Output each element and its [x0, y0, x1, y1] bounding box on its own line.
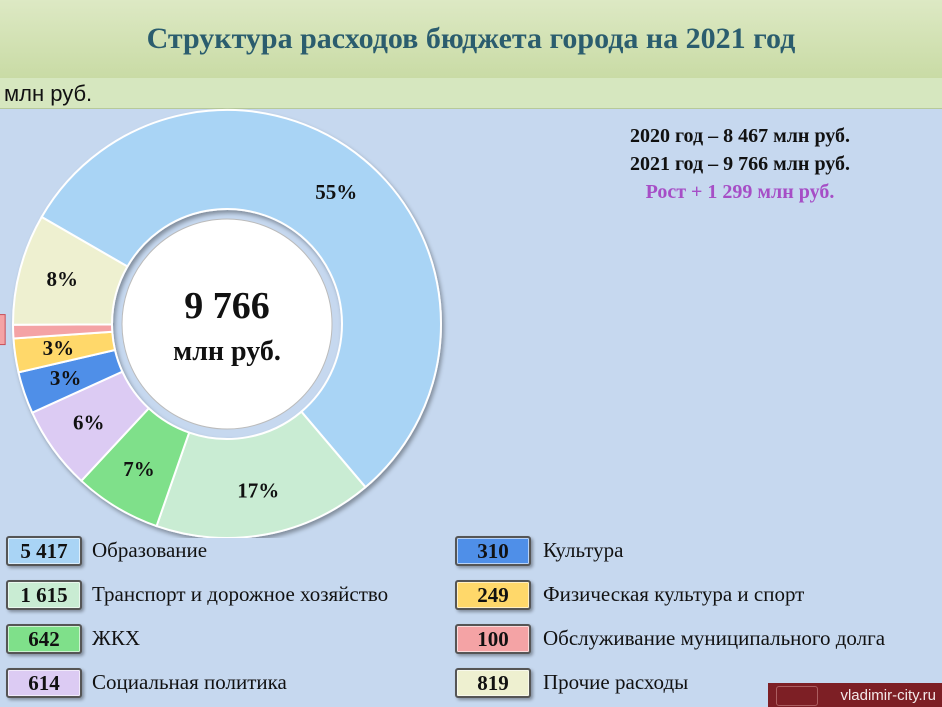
legend-label: Культура	[543, 538, 624, 562]
chart-title: Структура расходов бюджета города на 202…	[146, 22, 796, 55]
legend-item: 1 615 Транспорт и дорожное хозяйство	[6, 580, 446, 612]
legend-value: 5 417	[6, 536, 82, 566]
unit-bar: млн руб.	[0, 78, 942, 109]
legend-value: 614	[6, 668, 82, 698]
legend-label: ЖКХ	[92, 626, 140, 650]
watermark-text: vladimir-city.ru	[840, 686, 936, 704]
legend-label: Социальная политика	[92, 670, 287, 694]
donut-slice	[155, 410, 367, 538]
slice-label-box	[0, 314, 6, 346]
legend-item: 100 Обслуживание муниципального долга	[455, 624, 939, 656]
center-value: 9 766	[184, 285, 270, 327]
legend-label: Физическая культура и спорт	[543, 582, 805, 606]
slice-percent-label: 6%	[73, 411, 105, 435]
donut-chart: 55% 17% 7% 6% 3% 3% 1% 8% 9 766 млн руб.	[0, 109, 442, 538]
legend-value: 100	[455, 624, 531, 654]
legend-item: 614 Социальная политика	[6, 668, 446, 700]
legend-item: 819 Прочие расходы	[455, 668, 939, 700]
legend-item: 642 ЖКХ	[6, 624, 446, 656]
legend-value: 819	[455, 668, 531, 698]
slice-percent-label: 8%	[46, 267, 78, 291]
legend-value: 310	[455, 536, 531, 566]
slice-percent-label: 3%	[43, 336, 75, 360]
watermark: vladimir-city.ru	[768, 683, 942, 707]
summary-2021: 2021 год – 9 766 млн руб.	[629, 153, 851, 175]
legend-item: 310 Культура	[455, 536, 939, 568]
slice-percent-label: 55%	[315, 180, 357, 204]
legend-label: Образование	[92, 538, 208, 562]
slice-percent-label: 3%	[50, 366, 82, 390]
unit-label: млн руб.	[4, 81, 93, 106]
summary-growth: Рост + 1 299 млн руб.	[645, 181, 835, 203]
legend-item: 5 417 Образование	[6, 536, 446, 568]
legend-label: Обслуживание муниципального долга	[543, 626, 886, 650]
slice-percent-label: 7%	[123, 457, 155, 481]
slice-percent-label: 17%	[237, 479, 279, 503]
slice-percent-label: 1%	[0, 320, 1, 344]
legend-item: 249 Физическая культура и спорт	[455, 580, 939, 612]
legend-value: 642	[6, 624, 82, 654]
legend-label: Транспорт и дорожное хозяйство	[92, 582, 389, 606]
legend-value: 1 615	[6, 580, 82, 610]
donut-slice	[40, 109, 442, 489]
center-unit: млн руб.	[173, 336, 281, 367]
legend-value: 249	[455, 580, 531, 610]
title-bar: Структура расходов бюджета города на 202…	[0, 0, 942, 78]
summary-2020: 2020 год – 8 467 млн руб.	[629, 125, 851, 147]
legend-label: Прочие расходы	[543, 670, 689, 694]
donut-hole	[121, 218, 333, 430]
watermark-logo	[776, 686, 818, 706]
donut-slice	[12, 215, 129, 326]
summary-box: 2020 год – 8 467 млн руб. 2021 год – 9 7…	[590, 122, 890, 206]
